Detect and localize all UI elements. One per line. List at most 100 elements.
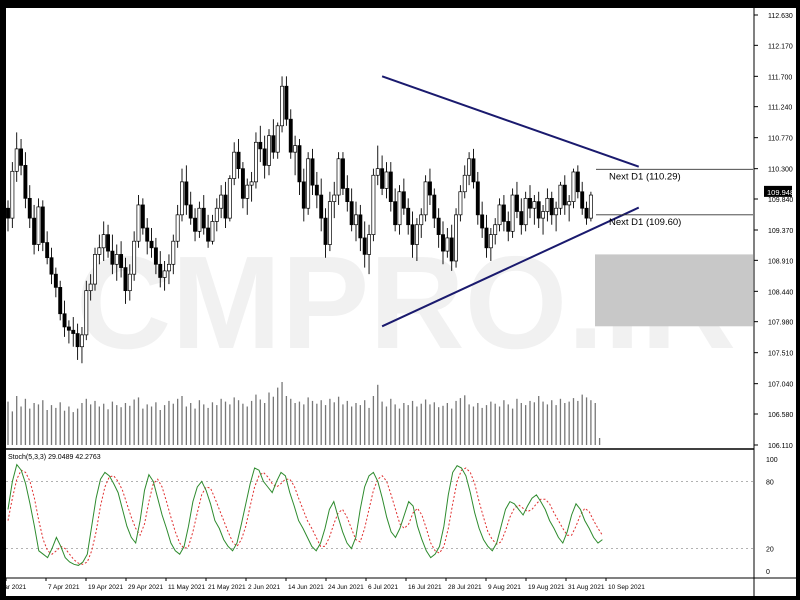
candle[interactable]: [497, 198, 502, 232]
candle[interactable]: [375, 145, 380, 186]
candle[interactable]: [184, 165, 189, 215]
candle[interactable]: [180, 168, 184, 222]
candle[interactable]: [458, 185, 463, 222]
candle[interactable]: [275, 122, 280, 159]
candle[interactable]: [341, 152, 345, 196]
candle[interactable]: [436, 208, 441, 248]
candle[interactable]: [175, 204, 180, 248]
candle[interactable]: [380, 155, 385, 196]
candle[interactable]: [262, 135, 267, 179]
candle[interactable]: [414, 218, 419, 261]
candle[interactable]: [162, 260, 167, 291]
candle[interactable]: [401, 178, 406, 215]
candle[interactable]: [488, 228, 493, 261]
candle[interactable]: [236, 138, 241, 179]
candle[interactable]: [449, 224, 454, 271]
candle[interactable]: [23, 152, 28, 209]
candle[interactable]: [79, 326, 84, 364]
candle[interactable]: [32, 204, 37, 255]
candle[interactable]: [240, 162, 245, 209]
candle[interactable]: [480, 201, 485, 238]
candle[interactable]: [301, 168, 306, 222]
candle[interactable]: [506, 211, 511, 242]
candle[interactable]: [267, 129, 271, 176]
candle[interactable]: [114, 244, 119, 281]
candle[interactable]: [19, 138, 23, 176]
candle[interactable]: [575, 165, 580, 199]
chart-canvas[interactable]: CMPRO.IR Next D1 (110.29)Next D1 (109.60…: [6, 8, 796, 596]
candle[interactable]: [45, 231, 50, 265]
candle[interactable]: [406, 198, 411, 235]
candle[interactable]: [110, 234, 115, 275]
candle[interactable]: [332, 181, 337, 219]
candle[interactable]: [284, 76, 289, 126]
candle[interactable]: [214, 198, 219, 232]
candle[interactable]: [254, 132, 258, 189]
candle[interactable]: [53, 267, 58, 298]
candle[interactable]: [441, 221, 445, 265]
candle[interactable]: [167, 254, 171, 285]
candle[interactable]: [484, 214, 489, 258]
candle[interactable]: [210, 214, 215, 245]
candle[interactable]: [62, 300, 67, 337]
candle[interactable]: [501, 195, 506, 232]
candle[interactable]: [293, 135, 298, 176]
candle[interactable]: [127, 264, 132, 301]
candle[interactable]: [367, 224, 372, 275]
candle[interactable]: [523, 191, 528, 232]
candle[interactable]: [101, 221, 106, 261]
candle[interactable]: [75, 323, 80, 360]
candle[interactable]: [66, 320, 71, 344]
candle[interactable]: [171, 234, 176, 275]
candle[interactable]: [223, 181, 228, 229]
candle[interactable]: [545, 188, 550, 222]
candle[interactable]: [562, 175, 567, 215]
candle[interactable]: [297, 138, 302, 196]
candle[interactable]: [36, 198, 41, 252]
candle[interactable]: [58, 280, 63, 321]
candle[interactable]: [306, 152, 311, 215]
candle[interactable]: [493, 218, 498, 245]
candle[interactable]: [336, 152, 341, 205]
candle[interactable]: [554, 201, 559, 232]
candle[interactable]: [528, 185, 532, 219]
candle[interactable]: [462, 165, 467, 199]
candle[interactable]: [40, 200, 45, 252]
candle[interactable]: [532, 195, 537, 225]
candle[interactable]: [549, 191, 554, 225]
candle[interactable]: [140, 198, 145, 235]
candle[interactable]: [393, 188, 398, 232]
candle[interactable]: [71, 317, 76, 347]
candle[interactable]: [475, 171, 480, 225]
candle[interactable]: [580, 181, 585, 215]
candle[interactable]: [6, 200, 10, 232]
candle[interactable]: [97, 234, 102, 265]
candle[interactable]: [571, 168, 576, 209]
candle[interactable]: [388, 162, 393, 212]
candle[interactable]: [258, 125, 263, 163]
candle[interactable]: [558, 181, 563, 215]
candle[interactable]: [219, 185, 224, 219]
candle[interactable]: [371, 168, 376, 242]
candle[interactable]: [149, 228, 154, 258]
candle[interactable]: [541, 204, 546, 235]
candle[interactable]: [49, 247, 54, 285]
candle[interactable]: [410, 211, 415, 258]
candle[interactable]: [423, 175, 428, 222]
candle[interactable]: [145, 218, 150, 255]
candle[interactable]: [10, 162, 15, 229]
triangle-lower-trendline[interactable]: [381, 206, 640, 328]
candle[interactable]: [362, 221, 367, 268]
candle[interactable]: [188, 191, 193, 225]
candle[interactable]: [153, 237, 158, 275]
candle[interactable]: [567, 195, 572, 222]
candle[interactable]: [123, 257, 128, 304]
candle[interactable]: [536, 191, 541, 229]
candle[interactable]: [132, 231, 137, 281]
candle[interactable]: [510, 188, 515, 238]
candle[interactable]: [428, 168, 432, 205]
candle[interactable]: [384, 162, 389, 199]
candle[interactable]: [271, 119, 276, 159]
candle[interactable]: [119, 241, 124, 278]
candle[interactable]: [432, 188, 437, 229]
